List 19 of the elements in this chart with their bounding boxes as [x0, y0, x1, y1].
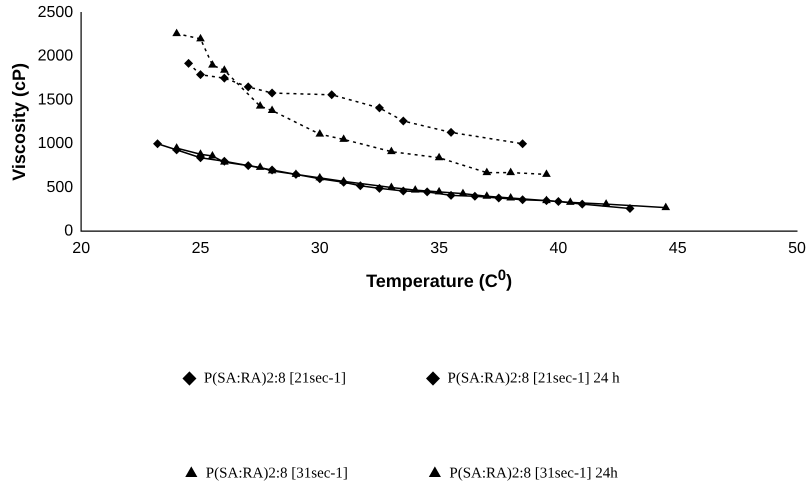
x-axis-title: Temperature (C$^{0}$) — [365, 266, 514, 292]
y-tick-label: 1500 — [38, 91, 74, 108]
y-tick-label: 2000 — [38, 48, 74, 65]
y-tick-label: 1000 — [38, 135, 74, 152]
legend-label: P(SA:RA)2:8 [31sec-1] 24h — [449, 465, 618, 482]
x-tick-label: 20 — [72, 240, 90, 258]
x-tick-label: 25 — [192, 240, 210, 258]
x-tick-label: 30 — [310, 240, 329, 258]
legend-label: P(SA:RA)2:8 [31sec-1] — [206, 465, 348, 482]
y-tick-label: 2500 — [38, 4, 74, 22]
legend-label: P(SA:RA)2:8 [21sec-1] — [204, 370, 346, 386]
x-tick-label: 50 — [788, 240, 806, 258]
y-tick-label: 0 — [64, 222, 74, 240]
legend-label: P(SA:RA)2:8 [21sec-1] 24 h — [448, 370, 620, 386]
y-axis-title: Viscosity (cP) — [8, 63, 29, 181]
x-tick-label: 35 — [430, 240, 448, 258]
x-tick-label: 40 — [550, 240, 568, 258]
x-tick-label: 45 — [668, 240, 687, 258]
y-tick-label: 500 — [46, 178, 74, 196]
